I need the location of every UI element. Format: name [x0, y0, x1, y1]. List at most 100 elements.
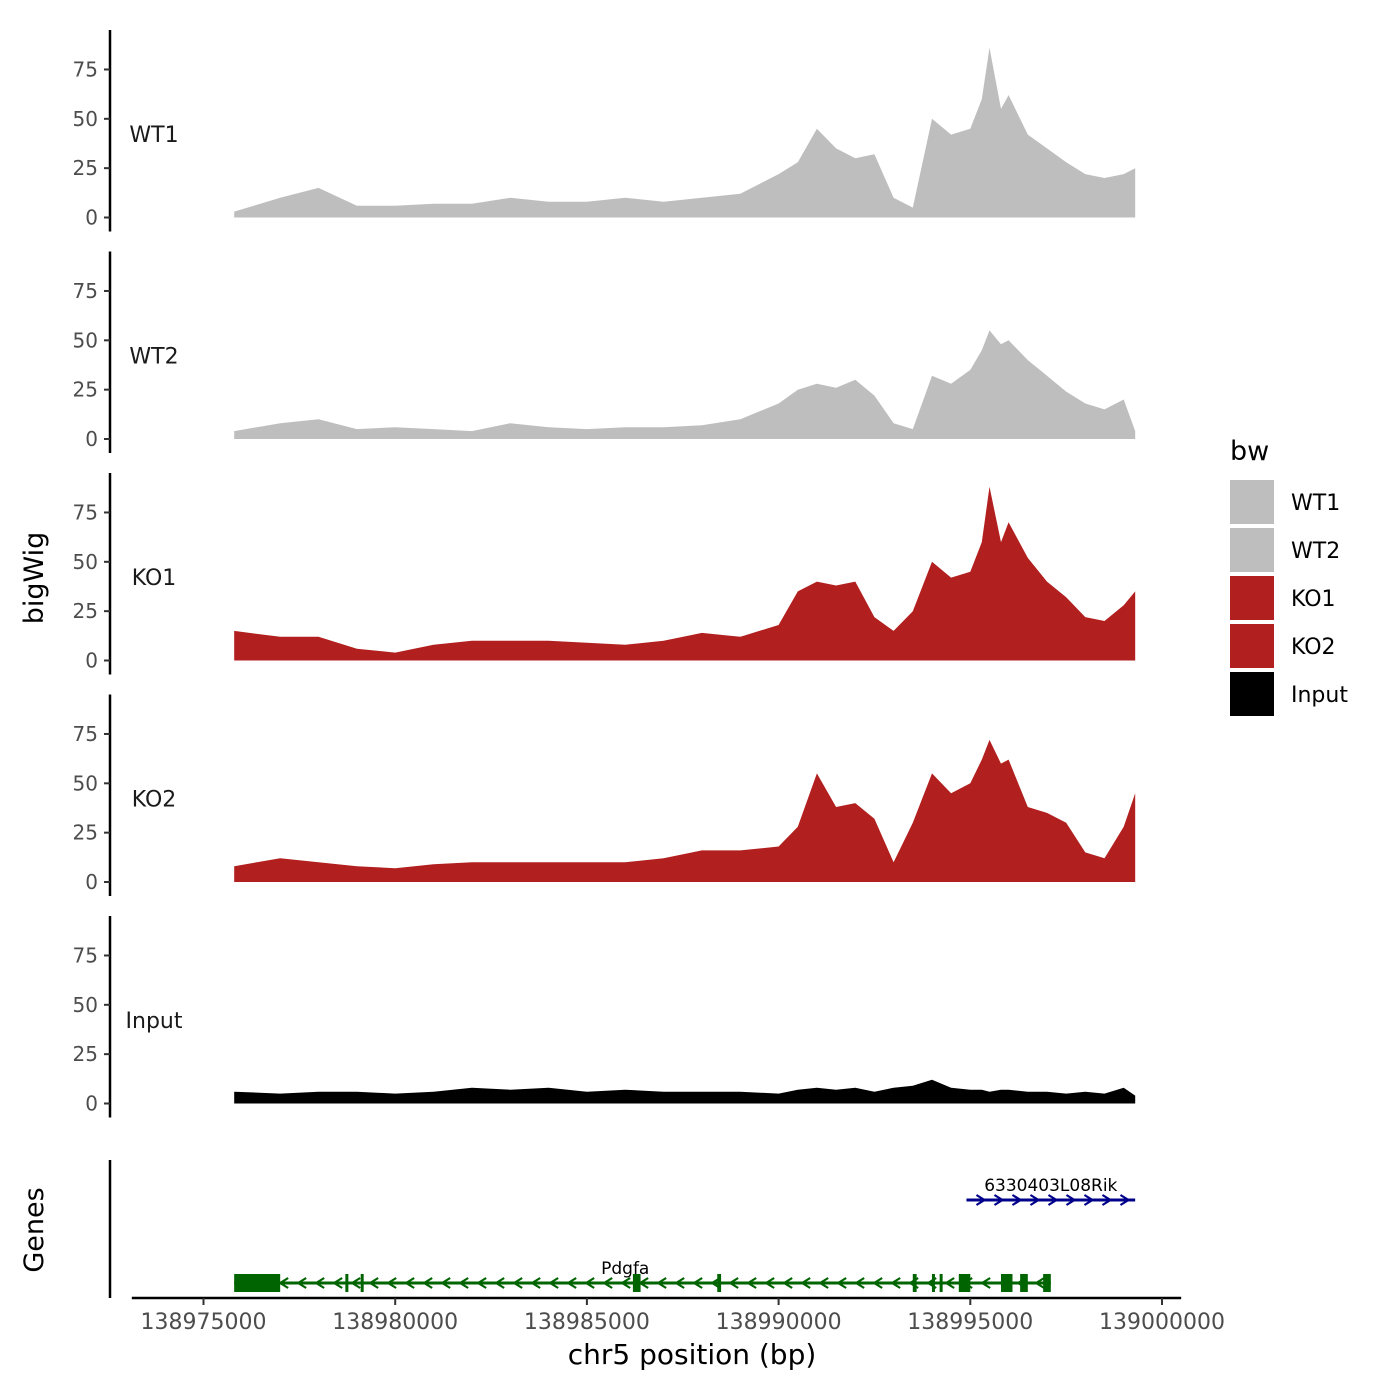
- strand-arrow: [584, 1277, 595, 1289]
- strand-arrow: [386, 1277, 397, 1289]
- gene-6330403l08rik: 6330403L08Rik: [966, 1176, 1136, 1206]
- y-tick-label: 50: [73, 328, 98, 352]
- strand-arrow: [404, 1277, 415, 1289]
- strand-arrow: [854, 1277, 865, 1289]
- x-tick-label: 138985000: [524, 1310, 650, 1335]
- y-tick-label: 0: [85, 870, 98, 894]
- strand-arrow: [422, 1277, 433, 1289]
- track-wt1: 0 25 50 75 WT1: [73, 30, 1136, 232]
- legend-title: bw: [1230, 436, 1269, 467]
- track-ko2: 0 25 50 75 KO2: [73, 694, 1136, 896]
- y-tick-label: 50: [73, 993, 98, 1017]
- gene-name-label: Pdgfa: [601, 1259, 649, 1279]
- y-tick-label: 0: [85, 649, 98, 673]
- strand-arrow: [1065, 1194, 1077, 1206]
- exon: [1020, 1274, 1028, 1292]
- legend-item-ko1: KO1: [1230, 576, 1336, 620]
- y-tick-label: 0: [85, 206, 98, 230]
- track-label: WT1: [129, 123, 178, 148]
- legend-item-wt1: WT1: [1230, 480, 1340, 524]
- legend-label: WT1: [1291, 491, 1340, 516]
- y-tick-label: 25: [73, 599, 98, 623]
- strand-arrow: [1101, 1194, 1113, 1206]
- x-tick-label: 138975000: [141, 1310, 267, 1335]
- strand-arrow: [1034, 1277, 1045, 1289]
- genes-axis-title: Genes: [19, 1187, 50, 1272]
- strand-arrow: [332, 1277, 343, 1289]
- strand-arrow: [1083, 1194, 1095, 1206]
- y-tick-label: 25: [73, 821, 98, 845]
- legend-swatch: [1230, 480, 1274, 524]
- signal-area: [234, 1079, 1136, 1104]
- y-tick-label: 75: [73, 279, 98, 303]
- y-tick-label: 75: [73, 722, 98, 746]
- tracks-layer: 0 25 50 75 WT1 0 25 50 75 WT2 0 25 50 75 KO1 0 25 50 75 KO2…: [73, 30, 1136, 1118]
- exon: [632, 1274, 641, 1292]
- strand-arrow: [296, 1277, 307, 1289]
- exon: [912, 1274, 917, 1292]
- y-tick-label: 0: [85, 427, 98, 451]
- y-tick-label: 25: [73, 1042, 98, 1066]
- signal-area: [234, 486, 1136, 661]
- genes-layer: Pdgfa 6330403L08Rik: [108, 1160, 1136, 1298]
- legend-label: WT2: [1291, 539, 1340, 564]
- x-tick-label: 139000000: [1099, 1310, 1225, 1335]
- signal-area: [234, 330, 1136, 439]
- strand-arrow: [350, 1277, 361, 1289]
- y-tick-label: 75: [73, 943, 98, 967]
- exon: [360, 1274, 364, 1292]
- x-axis: 138975000 138980000 138985000 138990000 1389…: [131, 1296, 1225, 1335]
- strand-arrow: [440, 1277, 451, 1289]
- exon: [234, 1274, 281, 1292]
- y-tick-label: 25: [73, 378, 98, 402]
- x-tick-label: 138995000: [907, 1310, 1033, 1335]
- x-tick-label: 138990000: [716, 1310, 842, 1335]
- track-label: KO1: [132, 566, 177, 591]
- strand-arrow: [1119, 1194, 1131, 1206]
- strand-arrow: [1047, 1194, 1059, 1206]
- x-tick-label: 138980000: [332, 1310, 458, 1335]
- strand-arrow: [314, 1277, 325, 1289]
- y-tick-label: 50: [73, 771, 98, 795]
- strand-arrow: [746, 1277, 757, 1289]
- strand-arrow: [728, 1277, 739, 1289]
- track-label: WT2: [129, 345, 178, 370]
- strand-arrow: [692, 1277, 703, 1289]
- track-wt2: 0 25 50 75 WT2: [73, 251, 1136, 453]
- exon: [1000, 1274, 1013, 1292]
- strand-arrow: [975, 1194, 987, 1206]
- strand-arrow: [1029, 1194, 1041, 1206]
- gene-pdgfa: Pdgfa: [234, 1259, 1051, 1292]
- strand-arrow: [980, 1277, 991, 1289]
- y-axis-title: bigWig: [19, 532, 50, 625]
- track-ko1: 0 25 50 75 KO1: [73, 473, 1136, 675]
- strand-arrow: [800, 1277, 811, 1289]
- signal-area: [234, 47, 1136, 218]
- y-tick-label: 0: [85, 1092, 98, 1116]
- signal-area: [234, 739, 1136, 882]
- strand-arrow: [872, 1277, 883, 1289]
- strand-arrow: [993, 1194, 1005, 1206]
- strand-arrow: [620, 1277, 631, 1289]
- track-label: KO2: [132, 788, 177, 813]
- strand-arrow: [890, 1277, 901, 1289]
- strand-arrow: [494, 1277, 505, 1289]
- exon: [939, 1274, 943, 1292]
- x-axis-title: chr5 position (bp): [568, 1338, 817, 1371]
- y-tick-label: 50: [73, 107, 98, 131]
- legend-swatch: [1230, 672, 1274, 716]
- legend-item-wt2: WT2: [1230, 528, 1340, 572]
- legend-label: KO1: [1291, 587, 1336, 612]
- exon: [931, 1274, 935, 1292]
- exon: [958, 1274, 971, 1292]
- legend-label: KO2: [1291, 635, 1336, 660]
- strand-arrow: [836, 1277, 847, 1289]
- strand-arrow: [458, 1277, 469, 1289]
- track-input: 0 25 50 75 Input: [73, 916, 1136, 1118]
- strand-arrow: [548, 1277, 559, 1289]
- track-label: Input: [126, 1009, 183, 1034]
- strand-arrow: [530, 1277, 541, 1289]
- strand-arrow: [476, 1277, 487, 1289]
- y-tick-label: 25: [73, 156, 98, 180]
